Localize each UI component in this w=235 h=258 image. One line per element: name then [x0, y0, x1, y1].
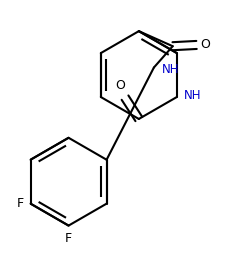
Text: O: O — [200, 38, 210, 51]
Text: NH: NH — [184, 89, 201, 102]
Text: O: O — [116, 79, 125, 92]
Text: F: F — [65, 232, 72, 245]
Text: F: F — [17, 197, 24, 210]
Text: NH: NH — [162, 63, 179, 76]
